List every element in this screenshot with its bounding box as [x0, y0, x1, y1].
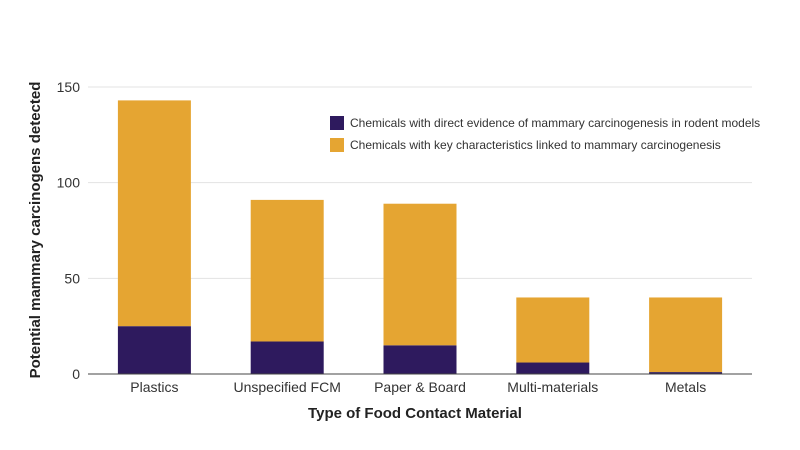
bar-metals-series-1 — [649, 297, 723, 373]
bar-metals-series-0 — [649, 372, 723, 374]
bar-unspecified-fcm-series-0 — [250, 341, 324, 374]
y-tick-label-150: 150 — [57, 79, 81, 95]
legend-swatch-direct-evidence — [330, 116, 344, 130]
y-tick-label-100: 100 — [57, 175, 81, 191]
bar-plastics-series-0 — [117, 326, 191, 374]
x-category-label-paper-board: Paper & Board — [374, 379, 466, 395]
y-tick-labels: 0 50 100 150 — [57, 79, 81, 382]
x-category-labels: Plastics Unspecified FCM Paper & Board Mult… — [130, 379, 706, 395]
bars — [117, 100, 723, 374]
y-tick-label-0: 0 — [72, 366, 80, 382]
x-category-label-plastics: Plastics — [130, 379, 178, 395]
bar-paper-board-series-0 — [383, 345, 457, 374]
bar-multi-materials-series-1 — [516, 297, 590, 363]
legend-label-key-characteristics: Chemicals with key characteristics linke… — [350, 138, 721, 152]
x-category-label-multi-materials: Multi-materials — [507, 379, 598, 395]
legend-swatch-key-characteristics — [330, 138, 344, 152]
bar-multi-materials-series-0 — [516, 362, 590, 374]
y-tick-label-50: 50 — [64, 270, 80, 286]
bar-paper-board-series-1 — [383, 203, 457, 346]
legend-label-direct-evidence: Chemicals with direct evidence of mammar… — [350, 116, 760, 130]
legend: Chemicals with direct evidence of mammar… — [330, 116, 760, 152]
x-category-label-unspecified-fcm: Unspecified FCM — [234, 379, 341, 395]
bar-unspecified-fcm-series-1 — [250, 199, 324, 342]
x-axis-title: Type of Food Contact Material — [308, 405, 522, 422]
x-category-label-metals: Metals — [665, 379, 706, 395]
y-axis-title: Potential mammary carcinogens detected — [27, 82, 44, 379]
bar-plastics-series-1 — [117, 100, 191, 327]
